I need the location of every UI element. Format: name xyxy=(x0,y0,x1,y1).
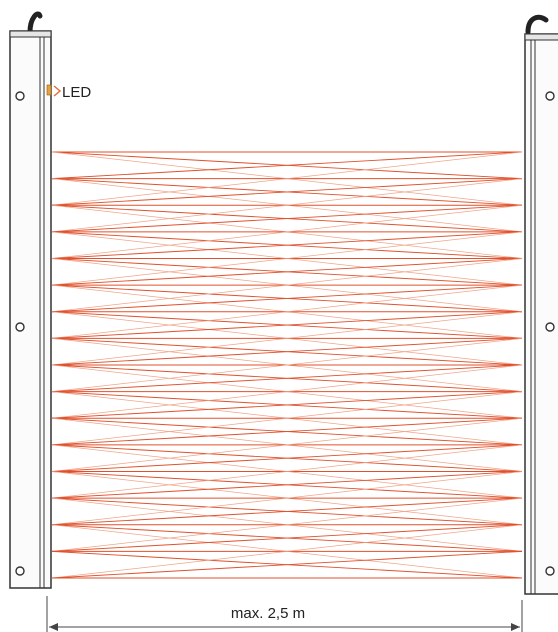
light-beam xyxy=(51,391,523,446)
dimension-arrow-left-icon xyxy=(49,623,58,631)
right-sensor-column xyxy=(524,33,558,595)
light-beam xyxy=(51,444,523,472)
light-beam xyxy=(51,444,523,499)
dimension-arrow-right-icon xyxy=(511,623,520,631)
light-beam xyxy=(51,337,523,366)
light-beam xyxy=(51,497,523,526)
left-sensor-column xyxy=(9,30,52,589)
mounting-hole-icon xyxy=(545,566,555,576)
light-beam xyxy=(51,417,523,472)
mounting-hole-icon xyxy=(15,566,25,576)
mounting-hole-icon xyxy=(15,322,25,332)
light-beam xyxy=(51,258,523,313)
light-beam xyxy=(51,284,523,313)
light-beam xyxy=(51,364,523,419)
light-beam xyxy=(51,338,523,392)
light-beam xyxy=(51,258,523,286)
width-dimension: max. 2,5 m xyxy=(46,596,523,632)
led-label: LED xyxy=(62,84,91,101)
light-beam xyxy=(51,231,523,259)
light-beam xyxy=(51,231,523,286)
light-beam xyxy=(51,311,523,366)
light-beam xyxy=(51,471,523,526)
light-beam xyxy=(51,284,523,339)
mounting-hole-icon xyxy=(545,91,555,101)
light-beam xyxy=(51,364,523,393)
light-beam xyxy=(51,417,523,446)
light-beam xyxy=(51,497,523,552)
light-beam xyxy=(51,204,523,233)
light-beam xyxy=(51,524,523,579)
mounting-hole-icon xyxy=(15,91,25,101)
light-beam xyxy=(51,178,523,233)
light-beam xyxy=(51,524,523,552)
mounting-hole-icon xyxy=(545,322,555,332)
light-beam xyxy=(51,391,523,419)
led-arrow-icon xyxy=(53,85,62,97)
right-cable xyxy=(525,14,549,35)
light-beam xyxy=(51,471,523,499)
led-icon xyxy=(46,84,52,96)
light-beam xyxy=(51,204,523,259)
light-beam xyxy=(51,151,523,206)
light-beam xyxy=(51,178,523,206)
light-beam xyxy=(51,311,523,339)
dimension-label: max. 2,5 m xyxy=(231,605,305,622)
light-beams xyxy=(51,151,523,579)
light-beam xyxy=(51,151,523,180)
light-beam xyxy=(51,550,523,579)
led-indicator: LED xyxy=(46,84,91,101)
left-cable xyxy=(27,11,43,35)
